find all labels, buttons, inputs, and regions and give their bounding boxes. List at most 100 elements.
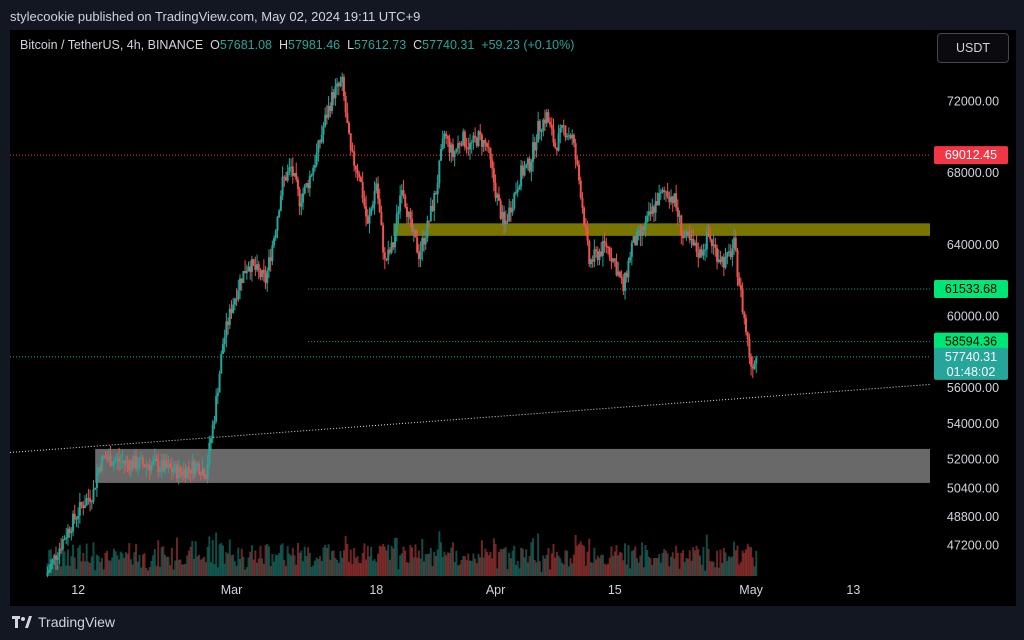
candle-body bbox=[332, 92, 335, 99]
chart-panel[interactable] bbox=[10, 30, 1016, 606]
candle-body bbox=[424, 237, 427, 245]
candle-body bbox=[322, 126, 325, 135]
candle-body bbox=[509, 207, 512, 213]
volume-bar bbox=[286, 546, 289, 576]
currency-button[interactable]: USDT bbox=[937, 33, 1009, 63]
candle-body bbox=[126, 460, 129, 463]
volume-bar bbox=[101, 558, 103, 576]
volume-bar bbox=[358, 562, 361, 576]
volume-bar bbox=[342, 550, 345, 576]
candle-body bbox=[561, 125, 563, 128]
volume-bar bbox=[475, 563, 478, 576]
volume-bar bbox=[233, 561, 236, 576]
volume-bar bbox=[736, 545, 739, 576]
volume-bar bbox=[164, 554, 167, 576]
candle-body bbox=[559, 127, 562, 134]
volume-bar bbox=[738, 564, 741, 576]
candle-body bbox=[56, 557, 59, 560]
volume-bar bbox=[261, 558, 264, 576]
candle-body bbox=[363, 198, 366, 206]
candle-body bbox=[264, 273, 267, 284]
volume-bar bbox=[80, 561, 83, 576]
volume-bar bbox=[208, 536, 211, 576]
volume-bar bbox=[175, 537, 178, 576]
tradingview-brand: TradingView bbox=[38, 614, 116, 630]
candle-body bbox=[404, 196, 407, 207]
candle-body bbox=[181, 472, 184, 476]
candle-body bbox=[555, 147, 558, 151]
volume-bar bbox=[617, 555, 620, 576]
candle-body bbox=[583, 207, 586, 226]
volume-bar bbox=[94, 570, 97, 576]
candle-body bbox=[434, 193, 437, 195]
tradingview-logo[interactable]: TradingView bbox=[12, 614, 115, 630]
volume-bar bbox=[547, 548, 550, 576]
volume-bar bbox=[402, 546, 405, 576]
candle-body bbox=[353, 151, 356, 166]
volume-bar bbox=[136, 561, 139, 576]
volume-bar bbox=[707, 548, 710, 576]
candle-body bbox=[196, 463, 199, 465]
candle-body bbox=[647, 211, 650, 216]
symbol-name[interactable]: Bitcoin / TetherUS, 4h, BINANCE bbox=[20, 38, 204, 52]
volume-bar bbox=[501, 549, 504, 576]
volume-bar bbox=[308, 552, 311, 576]
candle-body bbox=[220, 353, 223, 374]
candle-body bbox=[537, 120, 540, 143]
volume-bar bbox=[583, 546, 586, 576]
volume-bar bbox=[296, 542, 299, 576]
volume-bar bbox=[559, 558, 562, 576]
volume-bar bbox=[65, 565, 68, 576]
volume-bar bbox=[601, 554, 604, 576]
candle-body bbox=[414, 229, 417, 238]
volume-bar bbox=[627, 545, 630, 576]
volume-bar bbox=[460, 560, 463, 576]
candle-body bbox=[428, 220, 431, 222]
candle-body bbox=[143, 464, 146, 468]
volume-bar bbox=[651, 565, 654, 576]
volume-bar bbox=[734, 550, 737, 576]
volume-bar bbox=[649, 558, 652, 576]
candle-body bbox=[687, 231, 690, 235]
volume-bar bbox=[525, 549, 528, 576]
candle-body bbox=[95, 472, 98, 488]
candle-body bbox=[421, 238, 424, 251]
candle-body bbox=[605, 243, 608, 247]
candle-body bbox=[612, 258, 615, 262]
volume-bar bbox=[658, 554, 661, 576]
volume-bar bbox=[99, 561, 102, 576]
volume-bar bbox=[378, 545, 381, 576]
volume-bar bbox=[748, 546, 751, 576]
candle-body bbox=[174, 464, 177, 472]
candle-body bbox=[378, 198, 381, 213]
candle-body bbox=[291, 166, 294, 176]
volume-bar bbox=[659, 562, 662, 576]
x-tick-label: 15 bbox=[608, 583, 622, 597]
volume-bar bbox=[567, 566, 570, 576]
volume-bar bbox=[535, 562, 538, 576]
candle-body bbox=[562, 125, 565, 127]
volume-bar bbox=[666, 553, 669, 576]
volume-bar bbox=[721, 562, 724, 576]
support-zone bbox=[95, 448, 931, 483]
candle-body bbox=[380, 212, 383, 226]
volume-bar bbox=[755, 550, 758, 576]
volume-bar bbox=[533, 559, 536, 576]
volume-bar bbox=[114, 551, 117, 576]
candle-body bbox=[341, 76, 344, 83]
candle-body bbox=[520, 165, 523, 187]
candle-body bbox=[218, 373, 221, 393]
volume-bar bbox=[85, 543, 88, 576]
candle-body bbox=[646, 215, 649, 222]
volume-bar bbox=[68, 565, 71, 576]
volume-bar bbox=[629, 568, 632, 576]
candle-body bbox=[595, 249, 598, 252]
candle-body bbox=[547, 112, 550, 123]
candle-body bbox=[375, 183, 378, 191]
volume-bar bbox=[683, 561, 686, 576]
candle-body bbox=[566, 135, 569, 138]
volume-bar bbox=[61, 546, 64, 576]
volume-bar bbox=[55, 546, 57, 576]
candle-body bbox=[230, 308, 233, 313]
